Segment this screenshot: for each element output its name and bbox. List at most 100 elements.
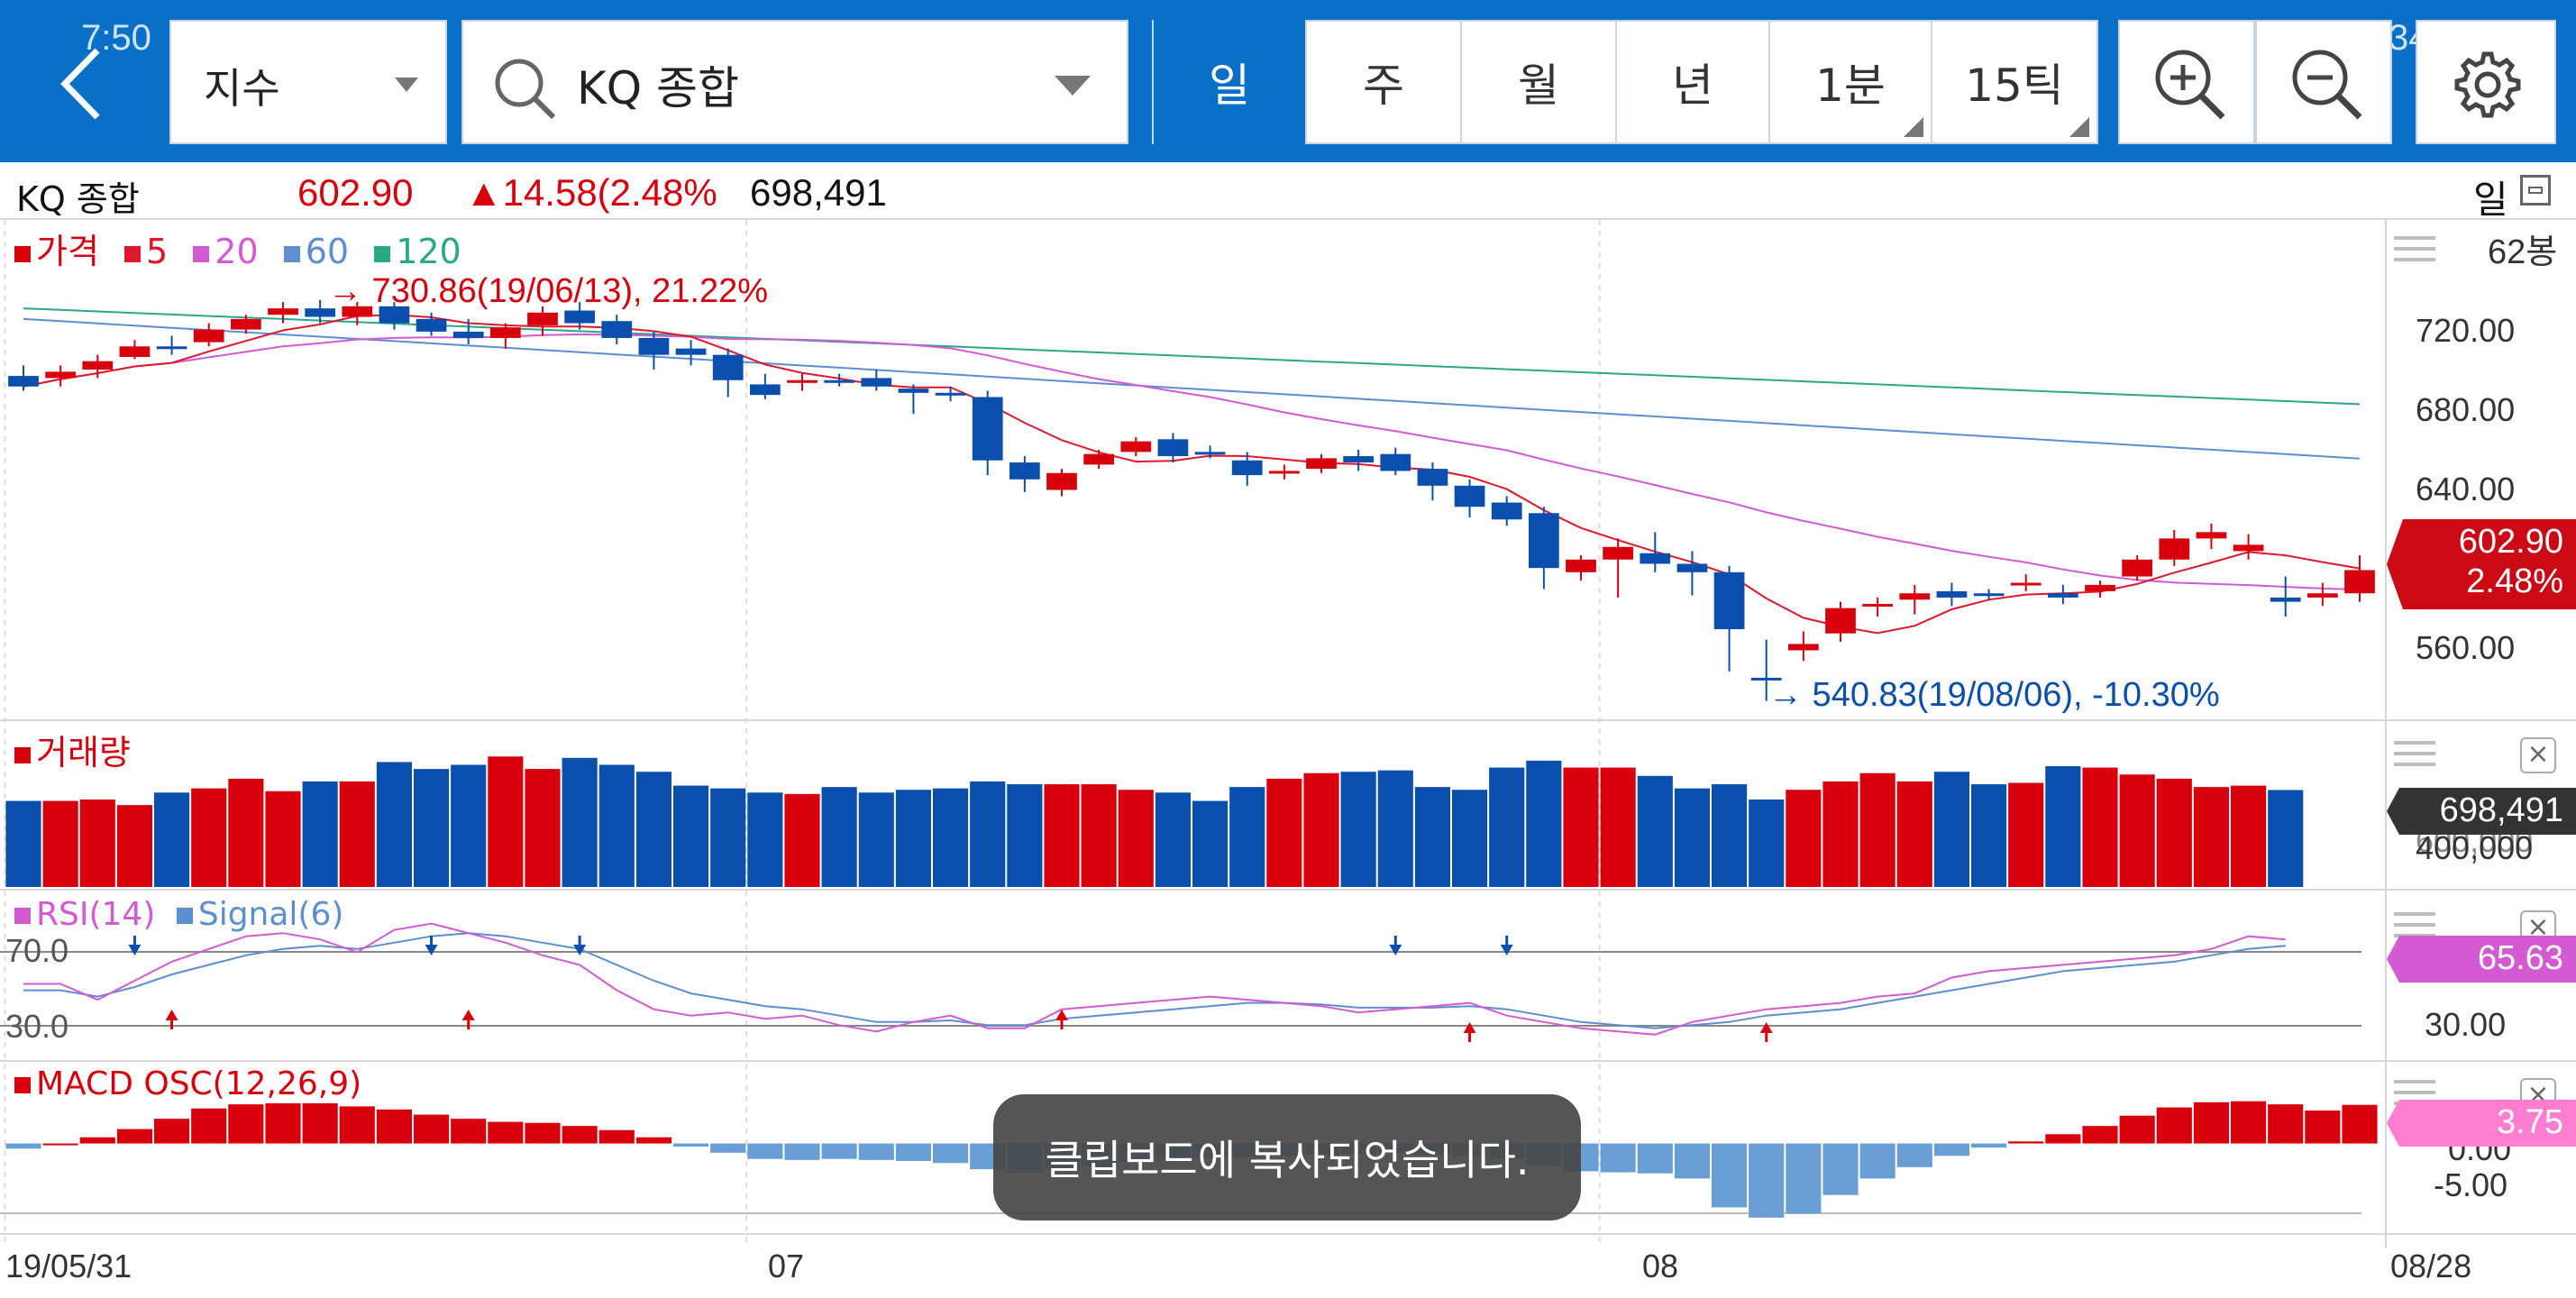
candle-body [675, 348, 707, 355]
macd-bar [673, 1143, 709, 1147]
volume-bar [1007, 784, 1043, 887]
legend-signal: Signal(6) [197, 896, 344, 933]
volume-bar [1822, 781, 1859, 887]
volume-bar [1377, 770, 1413, 887]
volume-bar [1637, 775, 1673, 887]
candle-body [379, 306, 410, 324]
legend-swatch [14, 1077, 31, 1093]
zoom-in-icon [2155, 50, 2225, 120]
volume-bar [414, 769, 450, 887]
current-volume: 698,491 [2439, 791, 2563, 829]
volume-bar [116, 805, 152, 887]
buy-arrow-icon [1759, 1022, 1773, 1033]
legend-swatch [14, 908, 31, 924]
volume-bar [1563, 767, 1599, 887]
candle-body [601, 321, 633, 338]
macd-bar [451, 1119, 487, 1144]
period-tab-day[interactable]: 일 [1154, 20, 1307, 144]
period-tab-15tick[interactable]: 15틱 [1932, 20, 2096, 144]
candle-body [1231, 460, 1263, 476]
legend-ma5: 5 [146, 232, 169, 271]
legend-swatch [14, 746, 31, 763]
volume-bar [598, 764, 635, 887]
volume-bar [42, 800, 78, 887]
macd-bar [784, 1143, 820, 1160]
legend-ma120: 120 [396, 232, 461, 271]
close-pane-button[interactable]: × [2520, 737, 2556, 773]
category-dropdown[interactable]: 지수 [169, 20, 447, 144]
candle-body [1380, 453, 1411, 471]
search-dropdown[interactable]: KQ 종합 [461, 20, 1128, 144]
y-tick: 400,000 [2416, 829, 2534, 866]
x-tick: 07 [768, 1248, 805, 1284]
period-tab-year[interactable]: 년 [1617, 20, 1770, 144]
volume-bar [1786, 790, 1822, 887]
y-tick: 640.00 [2416, 471, 2516, 507]
legend-macd: MACD OSC(12,26,9) [36, 1065, 362, 1102]
macd-bar [525, 1122, 561, 1144]
macd-bar [2119, 1115, 2155, 1144]
candle-body [1417, 469, 1448, 486]
back-button[interactable] [54, 43, 108, 124]
x-tick: 19/05/31 [5, 1248, 132, 1284]
zoom-out-icon [2292, 50, 2362, 120]
index-change: ▲14.58(2.48% [465, 171, 717, 214]
candle-count: 62봉 [2488, 233, 2558, 271]
macd-bar [1896, 1143, 1932, 1167]
macd-legend: MACD OSC(12,26,9) [14, 1065, 361, 1102]
candle-body [230, 318, 261, 330]
candle-body [564, 310, 596, 324]
volume-bar [1340, 772, 1376, 887]
zoom-out-button[interactable] [2255, 20, 2392, 144]
candle-body [119, 346, 151, 357]
buy-arrow-icon [461, 1010, 475, 1020]
pane-menu-icon[interactable] [2394, 236, 2435, 263]
chevron-left-icon [60, 48, 100, 120]
volume-bar [2045, 766, 2081, 887]
period-tab-month[interactable]: 월 [1462, 20, 1617, 144]
maximize-icon[interactable] [2520, 175, 2551, 206]
volume-bar [265, 791, 301, 887]
candle-body [2270, 597, 2301, 602]
pane-separator [0, 1233, 2576, 1235]
candle-body [193, 329, 224, 343]
sell-arrow-icon [1389, 945, 1402, 955]
volume-bar [2268, 790, 2304, 887]
volume-bar [5, 800, 41, 887]
candle-body [1491, 502, 1522, 520]
volume-bar [1081, 784, 1117, 887]
volume-bar [376, 762, 412, 887]
settings-button[interactable] [2416, 20, 2556, 144]
corner-triangle-icon [1904, 117, 1923, 137]
signal-line [23, 932, 2286, 1029]
toast-message: 클립보드에 복사되었습니다. [993, 1094, 1581, 1220]
candle-body [1640, 553, 1671, 564]
macd-bar [376, 1109, 412, 1144]
macd-bar [933, 1143, 969, 1164]
period-tab-week[interactable]: 주 [1307, 20, 1462, 144]
volume-bar [1192, 800, 1229, 887]
candle-body [2233, 544, 2264, 552]
candle-body [749, 384, 781, 396]
macd-bar [302, 1103, 338, 1144]
volume-bar [1674, 788, 1710, 887]
rsi-lower-label: 30.0 [5, 1008, 69, 1045]
macd-bar [116, 1129, 152, 1144]
candle-body [1713, 571, 1745, 630]
period-tab-1min[interactable]: 1분 [1770, 20, 1932, 144]
ma20-line [23, 333, 2361, 591]
pane-menu-icon[interactable] [2394, 741, 2435, 768]
corner-triangle-icon [2069, 117, 2089, 137]
legend-swatch [176, 908, 193, 924]
volume-bar [1044, 784, 1080, 887]
candle-body [1973, 593, 2005, 597]
zoom-in-button[interactable] [2118, 20, 2255, 144]
volume-bar [635, 772, 671, 887]
search-value: KQ 종합 [577, 62, 740, 114]
volume-bar [784, 793, 820, 887]
volume-bar [970, 781, 1006, 887]
candle-body [2196, 532, 2227, 539]
candle-body [452, 331, 484, 338]
candle-body [2047, 593, 2078, 598]
macd-bar [1971, 1143, 2007, 1148]
